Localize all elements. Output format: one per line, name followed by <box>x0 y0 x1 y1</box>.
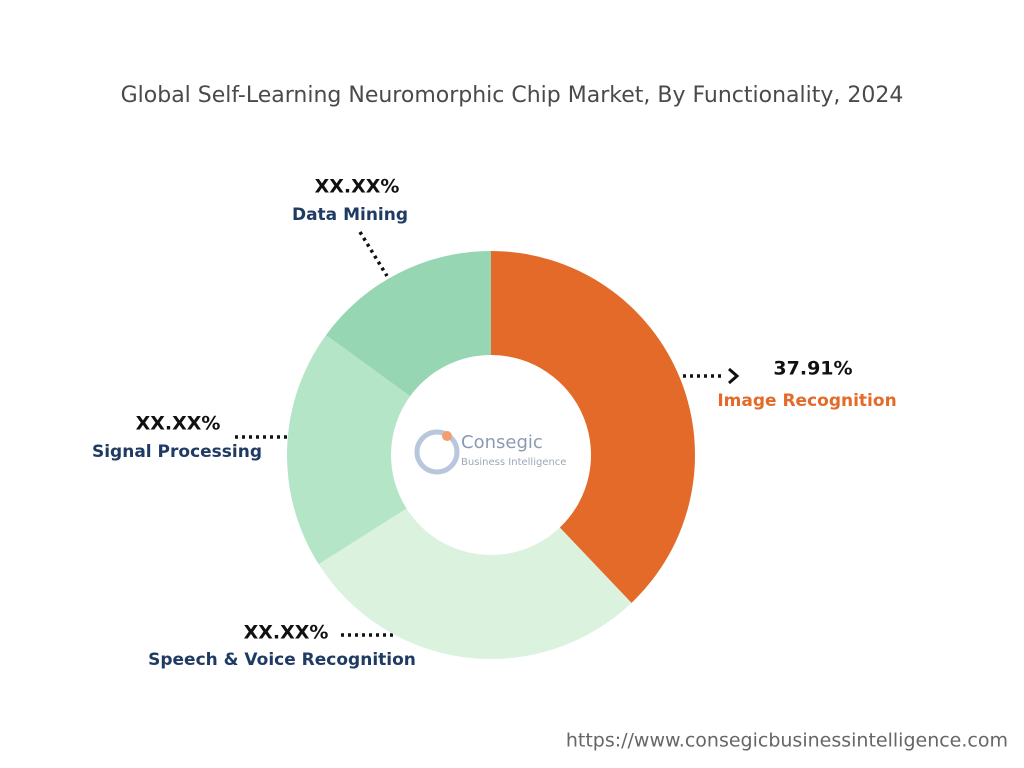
category-label: Signal Processing <box>92 442 262 462</box>
logo-tagline: Business Intelligence <box>461 457 566 468</box>
value-label: XX.XX% <box>315 176 400 198</box>
value-label: 37.91% <box>773 358 852 380</box>
leader-line <box>358 231 389 277</box>
donut-slice <box>325 251 491 397</box>
donut-slice <box>491 251 696 603</box>
value-label: XX.XX% <box>136 413 221 435</box>
category-label: Data Mining <box>292 205 408 225</box>
logo-name: Consegic <box>461 432 543 453</box>
source-url: https://www.consegicbusinessintelligence… <box>566 730 1008 752</box>
donut-slice <box>287 335 411 565</box>
donut-slice <box>318 508 632 660</box>
category-label: Speech & Voice Recognition <box>148 650 416 670</box>
chart-title: Global Self-Learning Neuromorphic Chip M… <box>121 83 904 108</box>
leader-arrow <box>728 367 740 385</box>
logo-icon <box>414 429 460 475</box>
value-label: XX.XX% <box>244 622 329 644</box>
category-label: Image Recognition <box>717 391 896 411</box>
